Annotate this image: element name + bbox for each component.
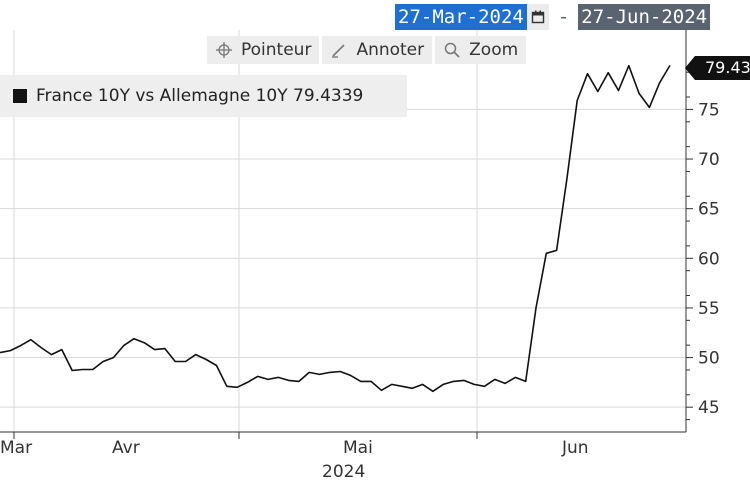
pointer-label: Pointeur (241, 40, 312, 60)
y-tick-label-75: 75 (698, 100, 720, 120)
chart-toolbar: Pointeur Annoter Zoom (207, 36, 527, 64)
pointer-button[interactable]: Pointeur (207, 36, 320, 64)
axis-layer: 45 50 55 60 65 70 75 Mar Avr Mai Jun 2024 (0, 30, 720, 482)
end-date-field[interactable]: 27-Jun-2024 (578, 4, 711, 30)
y-tick-label-55: 55 (698, 299, 720, 319)
annotate-label: Annoter (356, 40, 425, 60)
date-separator: - (557, 6, 570, 28)
legend[interactable]: France 10Y vs Allemagne 10Y 79.4339 (0, 75, 407, 117)
zoom-label: Zoom (469, 40, 519, 60)
series-line (0, 64, 671, 393)
crosshair-icon (216, 42, 232, 58)
y-tick-label-60: 60 (698, 249, 720, 269)
start-date-field[interactable]: 27-Mar-2024 (395, 4, 527, 30)
calendar-button[interactable] (526, 4, 549, 30)
y-tick-label-45: 45 (698, 398, 720, 418)
y-tick-label-50: 50 (698, 349, 720, 369)
y-tick-label-65: 65 (698, 200, 720, 220)
y-tick-label-70: 70 (698, 150, 720, 170)
x-year-label: 2024 (322, 462, 365, 482)
date-range[interactable]: 27-Mar-2024 - 27-Jun-2024 (395, 4, 711, 30)
zoom-button[interactable]: Zoom (435, 36, 527, 64)
pencil-icon (332, 44, 346, 58)
x-tick-label-avr: Avr (112, 438, 140, 458)
annotate-button[interactable]: Annoter (322, 36, 433, 64)
legend-swatch (13, 89, 27, 103)
x-tick-label-mai: Mai (343, 438, 373, 458)
x-tick-label-jun: Jun (561, 438, 589, 458)
x-tick-label-mar: Mar (0, 438, 32, 458)
last-value-tag: 79.43 (685, 56, 750, 80)
series-layer (0, 64, 671, 393)
magnifier-icon (444, 42, 460, 58)
calendar-icon (531, 10, 545, 24)
legend-label: France 10Y vs Allemagne 10Y 79.4339 (36, 86, 364, 106)
